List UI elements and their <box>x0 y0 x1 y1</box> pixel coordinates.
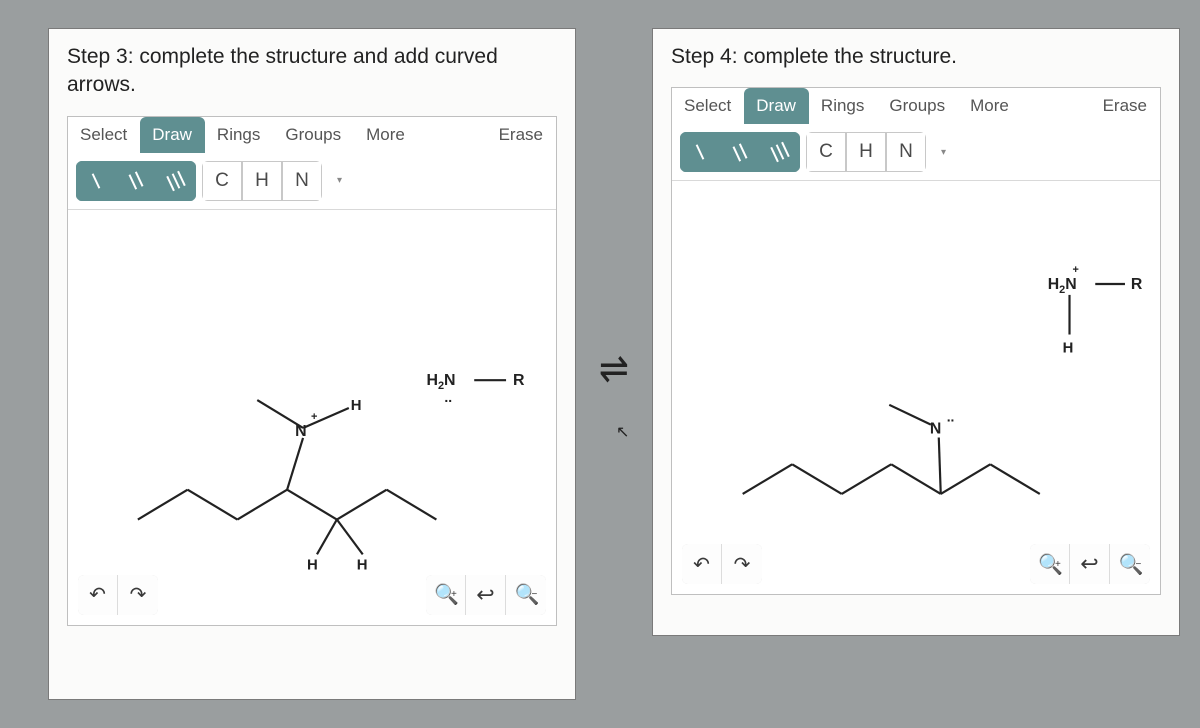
equilibrium-divider: ⇌ ↖ <box>594 28 634 708</box>
step4-editor: Select Draw Rings Groups More Erase C H … <box>671 87 1161 595</box>
zoom-reset-icon[interactable]: ↩ <box>1070 544 1110 584</box>
tab-more[interactable]: More <box>354 117 418 153</box>
equilibrium-arrow-icon: ⇌ <box>599 343 629 393</box>
redo-icon[interactable]: ↷ <box>118 575 158 615</box>
atom-h[interactable]: H <box>846 132 886 172</box>
atom-c[interactable]: C <box>806 132 846 172</box>
tab-groups[interactable]: Groups <box>273 117 354 153</box>
tool-dropdown-icon[interactable]: ▾ <box>328 161 348 201</box>
cursor-icon: ↖ <box>616 422 629 442</box>
step3-panel: Step 3: complete the structure and add c… <box>48 28 576 700</box>
svg-text:..: .. <box>947 409 955 425</box>
svg-text:H2N: H2N <box>426 372 455 392</box>
svg-text:N: N <box>295 423 307 440</box>
tab-select[interactable]: Select <box>672 88 744 124</box>
svg-text:H2N: H2N <box>1048 276 1077 296</box>
step3-molecule: N + H H H H2N R .. <box>68 211 556 625</box>
step3-canvas[interactable]: N + H H H H2N R .. ↶ ↷ 🔍+ ↩ 🔍− <box>68 211 556 625</box>
canvas-controls: ↶ ↷ 🔍+ ↩ 🔍− <box>682 544 1150 584</box>
double-bond-icon[interactable] <box>720 132 760 172</box>
undo-redo: ↶ ↷ <box>682 544 762 584</box>
step4-canvas[interactable]: N .. H2N + R H ↶ ↷ 🔍+ ↩ 🔍− <box>672 182 1160 594</box>
tabs-row: Select Draw Rings Groups More Erase <box>672 88 1160 124</box>
undo-icon[interactable]: ↶ <box>682 544 722 584</box>
single-bond-icon[interactable] <box>76 161 116 201</box>
tab-erase[interactable]: Erase <box>487 117 556 153</box>
svg-text:N: N <box>930 421 941 438</box>
single-bond-icon[interactable] <box>680 132 720 172</box>
svg-text:H: H <box>351 397 362 414</box>
step4-panel: Step 4: complete the structure. Select D… <box>652 28 1180 636</box>
svg-text:..: .. <box>444 389 452 405</box>
tab-rings[interactable]: Rings <box>205 117 273 153</box>
step3-title: Step 3: complete the structure and add c… <box>67 43 557 100</box>
bond-tools <box>76 161 196 201</box>
step4-title: Step 4: complete the structure. <box>671 43 1161 71</box>
tab-more[interactable]: More <box>958 88 1022 124</box>
tab-draw[interactable]: Draw <box>744 88 809 124</box>
svg-text:H: H <box>1063 341 1074 357</box>
tool-row: C H N ▾ <box>672 124 1160 181</box>
atom-n[interactable]: N <box>282 161 322 201</box>
zoom-in-icon[interactable]: 🔍+ <box>1030 544 1070 584</box>
canvas-controls: ↶ ↷ 🔍+ ↩ 🔍− <box>78 575 546 615</box>
step4-molecule: N .. H2N + R H <box>672 182 1160 594</box>
svg-text:H: H <box>357 556 368 573</box>
svg-text:H: H <box>307 556 318 573</box>
zoom-out-icon[interactable]: 🔍− <box>506 575 546 615</box>
undo-redo: ↶ ↷ <box>78 575 158 615</box>
atom-n[interactable]: N <box>886 132 926 172</box>
tab-rings[interactable]: Rings <box>809 88 877 124</box>
svg-text:+: + <box>311 411 317 423</box>
atom-h[interactable]: H <box>242 161 282 201</box>
zoom-out-icon[interactable]: 🔍− <box>1110 544 1150 584</box>
tab-erase[interactable]: Erase <box>1091 88 1160 124</box>
bond-tools <box>680 132 800 172</box>
tabs-row: Select Draw Rings Groups More Erase <box>68 117 556 153</box>
redo-icon[interactable]: ↷ <box>722 544 762 584</box>
svg-text:R: R <box>1131 276 1143 293</box>
tab-groups[interactable]: Groups <box>877 88 958 124</box>
svg-text:R: R <box>513 372 525 389</box>
tool-row: C H N ▾ <box>68 153 556 210</box>
triple-bond-icon[interactable] <box>760 132 800 172</box>
atom-tools: C H N <box>202 161 322 201</box>
zoom-controls: 🔍+ ↩ 🔍− <box>1030 544 1150 584</box>
double-bond-icon[interactable] <box>116 161 156 201</box>
zoom-controls: 🔍+ ↩ 🔍− <box>426 575 546 615</box>
tab-draw[interactable]: Draw <box>140 117 205 153</box>
undo-icon[interactable]: ↶ <box>78 575 118 615</box>
zoom-reset-icon[interactable]: ↩ <box>466 575 506 615</box>
tool-dropdown-icon[interactable]: ▾ <box>932 132 952 172</box>
atom-tools: C H N <box>806 132 926 172</box>
tab-select[interactable]: Select <box>68 117 140 153</box>
triple-bond-icon[interactable] <box>156 161 196 201</box>
zoom-in-icon[interactable]: 🔍+ <box>426 575 466 615</box>
atom-c[interactable]: C <box>202 161 242 201</box>
step3-editor: Select Draw Rings Groups More Erase C H … <box>67 116 557 626</box>
svg-text:+: + <box>1072 264 1078 276</box>
